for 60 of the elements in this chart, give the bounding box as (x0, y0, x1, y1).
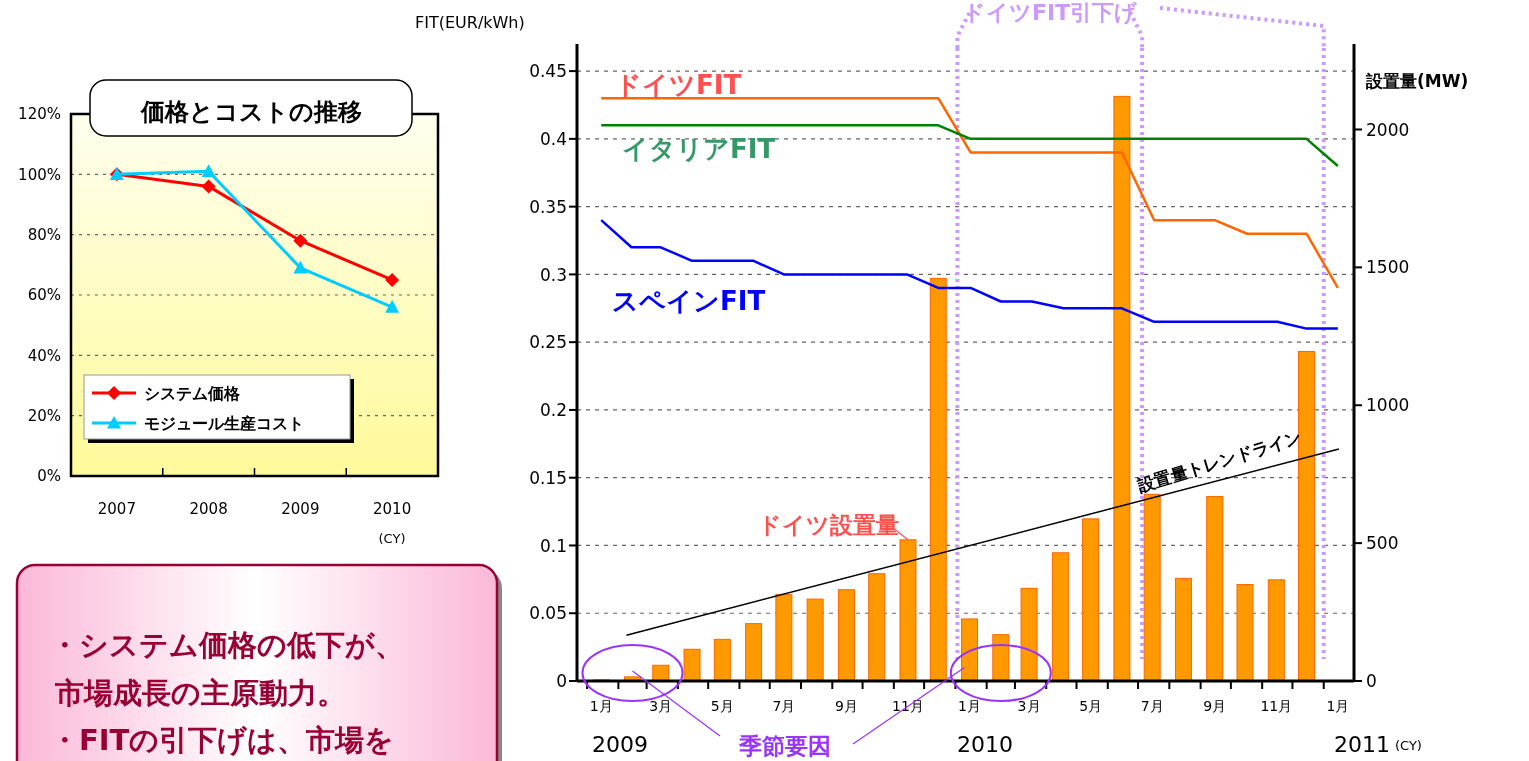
x-tick-label: 11月 (892, 698, 924, 714)
x-tick-label: 9月 (834, 698, 858, 714)
series-label: イタリアFIT (622, 134, 776, 164)
y2-tick-label: 0 (1366, 671, 1377, 692)
y-tick-label: 0.15 (529, 467, 567, 488)
x-tick-label: 1月 (1326, 698, 1350, 714)
series-label: スペインFIT (612, 286, 766, 316)
y-tick-label: 40% (27, 346, 61, 365)
text: ・システム価格の低下が、 (50, 628, 404, 662)
x-tick-label: 1月 (958, 698, 981, 714)
y-tick-label: 120% (18, 105, 61, 124)
y-tick-label: 0.05 (529, 603, 567, 624)
x-tick-label: 5月 (710, 698, 734, 714)
x-tick-label: 3月 (649, 698, 673, 714)
chart-title: 価格とコストの推移 (139, 98, 362, 126)
x-tick-label: 5月 (1079, 698, 1103, 714)
text: 2011 (1334, 732, 1390, 757)
x-tick-label: 2010 (373, 500, 412, 518)
x-tick-label: 7月 (772, 698, 796, 714)
x-tick-label: 2008 (189, 500, 228, 518)
series-label: ドイツFIT (615, 70, 742, 100)
y-tick-label: 0.45 (529, 61, 567, 82)
y-tick-label: 0.1 (539, 535, 567, 556)
y-axis-title: FIT(EUR/kWh) (415, 13, 525, 32)
text: 2010 (957, 732, 1013, 757)
text: 2009 (592, 732, 648, 757)
y2-tick-label: 1500 (1366, 257, 1410, 278)
x-tick-label: 2009 (281, 500, 320, 518)
y-tick-label: 0.2 (539, 400, 567, 421)
y-tick-label: 100% (18, 165, 61, 184)
text: ・FITの引下げは、市場を (50, 723, 395, 757)
y2-axis-title: 設置量(MW) (1365, 71, 1469, 91)
y-tick-label: 0% (37, 467, 61, 486)
text: 市場成長の主原動力。 (54, 676, 346, 710)
y-tick-label: 0 (556, 671, 567, 692)
x-tick-label: 7月 (1140, 698, 1164, 714)
text: 設置量トレンドライン (1134, 427, 1304, 497)
y-tick-label: 0.25 (529, 332, 567, 353)
x-axis-title: (CY) (378, 531, 406, 546)
x-tick-label: 1月 (589, 698, 613, 714)
annotation: ドイツFIT引下げ (962, 0, 1138, 25)
y-tick-label: 0.35 (529, 196, 567, 217)
y2-tick-label: 1000 (1366, 395, 1410, 416)
y-tick-label: 80% (27, 226, 61, 245)
legend-label: システム価格 (144, 384, 241, 404)
y2-tick-label: 2000 (1366, 119, 1410, 140)
y2-tick-label: 500 (1366, 533, 1399, 554)
series-label: ドイツ設置量 (758, 512, 899, 538)
annotation: 季節要因 (738, 733, 831, 759)
x-tick-label: 11月 (1260, 698, 1293, 714)
x-tick-label: 3月 (1017, 698, 1041, 714)
y-tick-label: 20% (27, 407, 61, 426)
x-tick-label: 2007 (97, 500, 136, 518)
y-tick-label: 0.3 (539, 264, 567, 285)
y-tick-label: 60% (27, 286, 61, 305)
y-tick-label: 0.4 (539, 128, 567, 149)
legend-label: モジュール生産コスト (144, 414, 304, 434)
x-tick-label: 9月 (1203, 698, 1227, 714)
text: (CY) (1395, 738, 1422, 753)
picture-title-box: 価格とコストの推移 (89, 79, 413, 137)
